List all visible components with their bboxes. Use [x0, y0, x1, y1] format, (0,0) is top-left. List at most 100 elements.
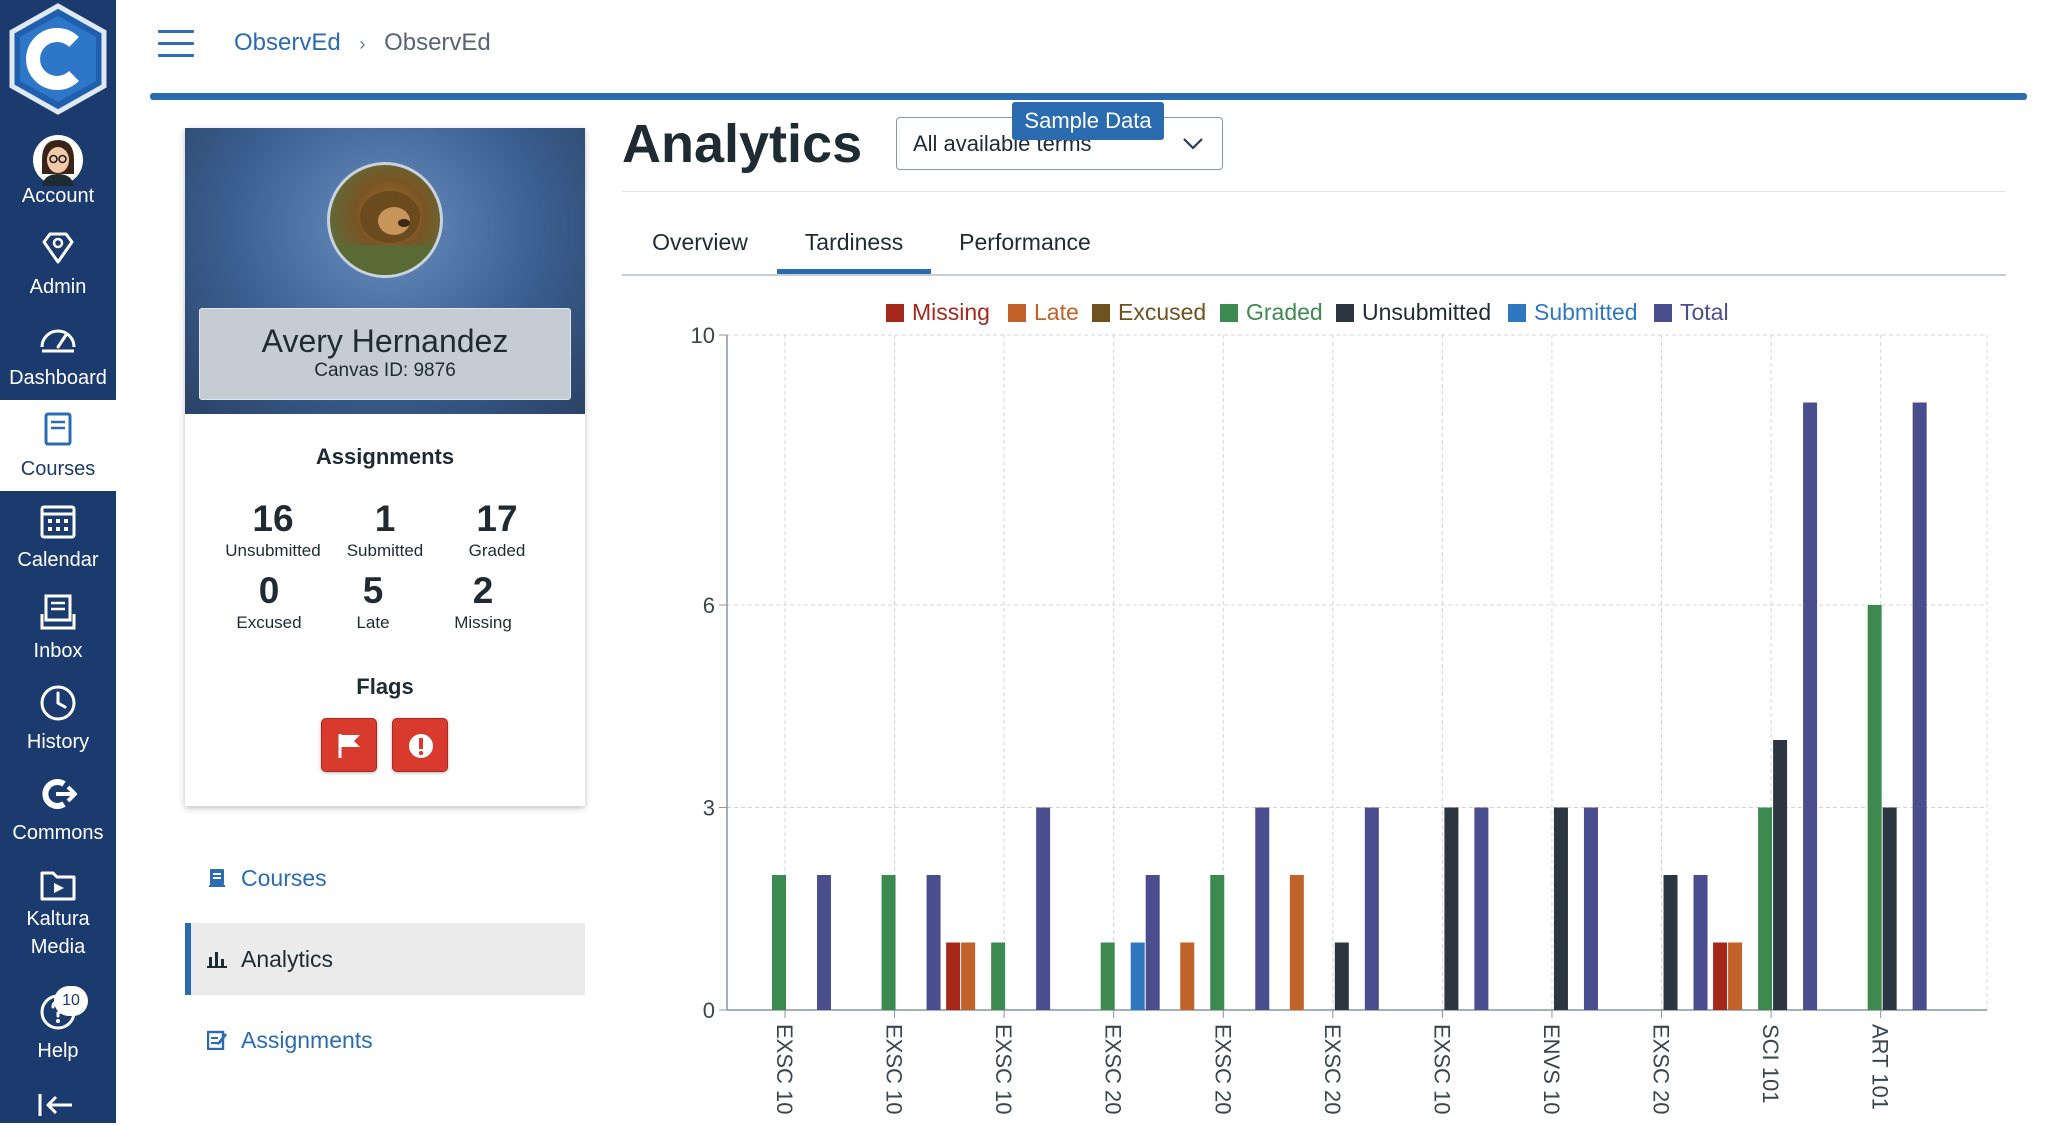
nav-dashboard-label: Dashboard — [9, 367, 107, 389]
tab-tardiness[interactable]: Tardiness — [777, 222, 931, 274]
stat-label: Submitted — [346, 541, 424, 560]
avatar — [32, 134, 84, 186]
chart-y-tick-label: 3 — [703, 796, 715, 821]
clock-icon — [38, 683, 78, 723]
chart-bar-graded — [881, 875, 896, 1010]
chart-bar-late — [1289, 875, 1304, 1010]
assignments-heading: Assignments — [315, 444, 455, 469]
canvas-logo-icon — [9, 3, 107, 115]
nav-kaltura[interactable]: Kaltura Media — [0, 855, 116, 973]
canvas-logo[interactable] — [0, 0, 116, 122]
student-avatar — [327, 162, 443, 278]
media-folder-icon — [38, 865, 78, 905]
page-title: Analytics — [622, 114, 863, 174]
canvas-id: Canvas ID: 9876 — [314, 360, 456, 381]
chart-bar-unsubmitted — [1444, 807, 1459, 1010]
chart-x-tick-label: SCI 101 — [1758, 1024, 1783, 1104]
tab-divider — [622, 274, 2006, 276]
side-menu-assignments[interactable]: Assignments — [185, 1004, 585, 1076]
side-menu-analytics[interactable]: Analytics — [185, 923, 585, 995]
chart-legend-swatch — [1336, 304, 1354, 322]
student-name-box: Avery Hernandez Canvas ID: 9876 — [199, 308, 571, 400]
chart-x-tick-label: ART 101 — [1868, 1024, 1893, 1110]
nav-help-label: Help — [37, 1040, 79, 1062]
stat-value: 2 — [472, 570, 494, 611]
chart-bar-graded — [1758, 807, 1773, 1010]
chart-bar-total — [1364, 807, 1379, 1010]
chart-bar-submitted — [1130, 942, 1145, 1010]
chart-x-tick-label: EXSC 10 — [772, 1024, 797, 1115]
chevron-down-icon — [1183, 138, 1203, 150]
side-menu-courses-label: Courses — [241, 865, 327, 891]
stat-value: 0 — [258, 570, 280, 611]
chart-legend-swatch — [886, 304, 904, 322]
assignment-icon — [206, 1030, 227, 1051]
chart-bar-total — [1803, 402, 1818, 1010]
breadcrumb: ObservEd › ObservEd — [234, 28, 491, 59]
stat-label: Late — [356, 613, 390, 632]
sample-data-badge: Sample Data — [1012, 102, 1164, 140]
chart-y-tick-label: 6 — [703, 593, 715, 618]
nav-account[interactable]: Account — [0, 127, 116, 218]
chart-bar-total — [817, 875, 831, 1010]
alert-flag-button[interactable] — [392, 718, 448, 772]
collapse-nav-icon[interactable] — [36, 1090, 76, 1120]
chart-bar-graded — [991, 942, 1006, 1010]
chart-bar-late — [961, 942, 976, 1010]
hamburger-menu-icon[interactable] — [158, 30, 194, 60]
nav-courses[interactable]: Courses — [0, 400, 116, 491]
stat-graded: 17 Graded — [432, 498, 562, 562]
nav-inbox[interactable]: Inbox — [0, 582, 116, 673]
stat-label: Graded — [468, 541, 526, 560]
chart-x-tick-label: EXSC 10 — [882, 1024, 907, 1115]
chart-bar-total — [1583, 807, 1598, 1010]
nav-inbox-label: Inbox — [33, 640, 83, 662]
stat-value: 5 — [362, 570, 384, 611]
shield-key-icon — [38, 228, 78, 268]
nav-admin[interactable]: Admin — [0, 218, 116, 309]
inbox-icon — [38, 592, 78, 632]
calendar-icon — [38, 501, 78, 541]
chart-bar-total — [1912, 402, 1927, 1010]
chart-bar-graded — [772, 875, 786, 1010]
commons-icon — [38, 774, 78, 814]
chart-bar-late — [1728, 942, 1743, 1010]
chart-legend-label: Unsubmitted — [1362, 299, 1491, 325]
side-menu-courses[interactable]: Courses — [185, 842, 585, 914]
stat-submitted: 1 Submitted — [320, 498, 450, 562]
tab-overview[interactable]: Overview — [652, 229, 748, 255]
breadcrumb-root-link[interactable]: ObservEd — [234, 29, 341, 56]
tardiness-chart: 0 3 6 10 EXSC 10 EXSC 10 EXSC 10 EXSC 20 EXSC 20… — [691, 299, 1988, 1115]
stat-label: Excused — [236, 613, 302, 632]
help-badge: 10 — [54, 986, 88, 1016]
term-select[interactable]: All available terms — [896, 117, 1223, 170]
flag-button[interactable] — [321, 718, 377, 772]
side-menu-assignments-label: Assignments — [241, 1027, 373, 1053]
chart-bar-total — [926, 875, 941, 1010]
chart-x-tick-label: ENVS 10 — [1539, 1024, 1564, 1115]
nav-commons[interactable]: Commons — [0, 764, 116, 855]
chart-y-tick-label: 0 — [703, 998, 715, 1023]
chart-legend-swatch — [1508, 304, 1526, 322]
chart-legend-label: Missing — [912, 299, 990, 325]
chart-bar-total — [1474, 807, 1489, 1010]
chart-plot-frame — [726, 334, 1988, 1011]
chart-bar-unsubmitted — [1663, 875, 1678, 1010]
chart-legend-label: Late — [1034, 299, 1079, 325]
student-card: Avery Hernandez Canvas ID: 9876 Assignme… — [185, 128, 585, 806]
chart-legend-swatch — [1092, 304, 1110, 322]
chart-x-tick-label: EXSC 10 — [991, 1024, 1016, 1115]
chart-bar-total — [1036, 807, 1051, 1010]
stat-excused: 0 Excused — [204, 570, 334, 634]
nav-dashboard[interactable]: Dashboard — [0, 309, 116, 400]
gauge-icon — [38, 319, 78, 359]
chart-x-tick-label: EXSC 20 — [1649, 1024, 1674, 1115]
tab-performance[interactable]: Performance — [959, 229, 1091, 255]
nav-history[interactable]: History — [0, 673, 116, 764]
nav-account-label: Account — [21, 185, 95, 207]
nav-calendar[interactable]: Calendar — [0, 491, 116, 582]
stat-unsubmitted: 16 Unsubmitted — [208, 498, 338, 562]
chart-legend-swatch — [1220, 304, 1238, 322]
chart-x-tick-label: EXSC 20 — [1210, 1024, 1235, 1115]
nav-calendar-label: Calendar — [17, 549, 99, 571]
